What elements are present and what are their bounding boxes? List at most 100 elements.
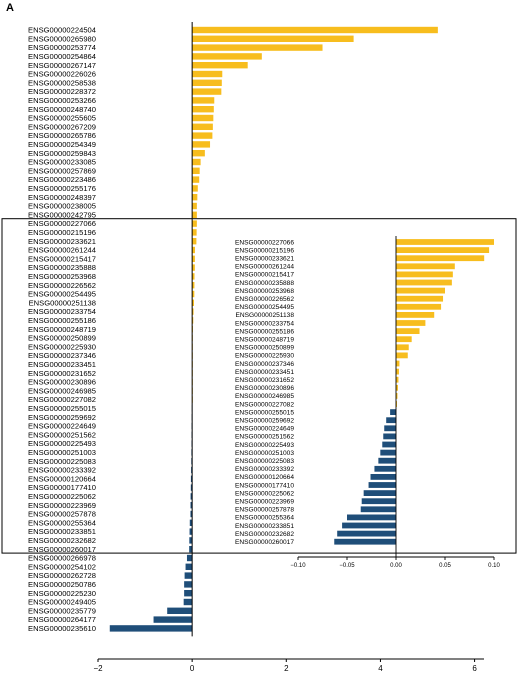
category-label: ENSG00000260017	[28, 545, 96, 554]
bar	[186, 564, 193, 570]
x-tick-label: 4	[378, 664, 383, 673]
bar	[167, 608, 192, 614]
inset-category-label: ENSG00000225930	[235, 353, 294, 360]
inset-bar	[396, 263, 455, 269]
inset-bar	[396, 344, 409, 350]
inset-category-label: ENSG00000223969	[235, 499, 294, 506]
category-label: ENSG00000258538	[28, 78, 96, 87]
inset-bar	[396, 239, 494, 245]
inset-category-label: ENSG00000251003	[235, 450, 294, 457]
inset-bar	[347, 515, 396, 521]
category-label: ENSG00000254349	[28, 140, 96, 149]
inset-bar	[380, 450, 396, 456]
category-label: ENSG00000255176	[28, 184, 96, 193]
inset-bar	[396, 320, 425, 326]
inset-category-label: ENSG00000259692	[235, 418, 294, 425]
category-label: ENSG00000248719	[28, 325, 96, 334]
category-label: ENSG00000254864	[28, 52, 96, 61]
inset-bar	[337, 531, 396, 537]
inset-bar	[378, 458, 396, 464]
category-label: ENSG00000257869	[28, 166, 96, 175]
bar	[184, 599, 192, 605]
category-label: ENSG00000259843	[28, 149, 96, 158]
category-label: ENSG00000233392	[28, 466, 96, 475]
x-tick-label: 6	[472, 664, 477, 673]
inset-bar	[383, 434, 396, 440]
inset-category-label: ENSG00000257878	[235, 507, 294, 514]
category-label: ENSG00000233754	[28, 307, 96, 316]
category-label: ENSG00000233851	[28, 527, 96, 536]
inset-bar	[342, 523, 396, 529]
category-label: ENSG00000226562	[28, 281, 96, 290]
inset-bar	[396, 280, 452, 286]
bar	[192, 141, 210, 147]
category-label: ENSG00000215196	[28, 228, 96, 237]
bar	[192, 132, 212, 138]
inset-bar	[364, 490, 396, 496]
category-label: ENSG00000254495	[28, 290, 96, 299]
category-label: ENSG00000233621	[28, 237, 96, 246]
bar	[192, 185, 198, 191]
inset-category-label: ENSG00000248719	[235, 337, 294, 344]
category-label: ENSG00000230896	[28, 378, 96, 387]
category-label: ENSG00000235779	[28, 606, 96, 615]
inset-category-label: ENSG00000227066	[235, 239, 294, 246]
category-label: ENSG00000225062	[28, 492, 96, 501]
inset-category-label: ENSG00000246985	[235, 393, 294, 400]
inset-category-label: ENSG00000255364	[235, 515, 294, 522]
bar	[192, 124, 213, 130]
category-label: ENSG00000226026	[28, 70, 96, 79]
inset-bar	[396, 328, 420, 334]
bar	[192, 44, 322, 50]
category-label: ENSG00000264177	[28, 615, 96, 624]
category-label: ENSG00000257878	[28, 510, 96, 519]
inset-bar	[384, 425, 396, 431]
inset-bar	[396, 361, 399, 367]
category-label: ENSG00000223486	[28, 175, 96, 184]
category-label: ENSG00000224649	[28, 422, 96, 431]
category-label: ENSG00000231652	[28, 369, 96, 378]
inset-category-label: ENSG00000232682	[235, 531, 294, 538]
category-label: ENSG00000262728	[28, 571, 96, 580]
category-label: ENSG00000237346	[28, 351, 96, 360]
category-label: ENSG00000225930	[28, 342, 96, 351]
inset-category-label: ENSG00000226562	[235, 296, 294, 303]
category-label: ENSG00000255605	[28, 114, 96, 123]
category-label: ENSG00000225083	[28, 457, 96, 466]
inset-bar	[382, 442, 396, 448]
category-label: ENSG00000235610	[28, 624, 96, 633]
inset-x-tick-label: −0.10	[290, 563, 306, 569]
category-label: ENSG00000249405	[28, 598, 96, 607]
inset-bar	[334, 539, 396, 545]
bar	[192, 27, 438, 33]
inset-category-label: ENSG00000233851	[235, 523, 294, 530]
bar	[192, 203, 197, 209]
inset-category-label: ENSG00000177410	[235, 482, 294, 489]
inset-bar	[374, 466, 396, 472]
bar	[192, 62, 248, 68]
inset-category-label: ENSG00000225062	[235, 490, 294, 497]
category-label: ENSG00000238005	[28, 202, 96, 211]
category-label: ENSG00000250786	[28, 580, 96, 589]
category-label: ENSG00000251003	[28, 448, 96, 457]
bar	[192, 88, 221, 94]
category-label: ENSG00000224504	[28, 26, 96, 35]
inset-category-label: ENSG00000251562	[235, 434, 294, 441]
inset-category-label: ENSG00000250899	[235, 345, 294, 352]
category-label: ENSG00000251138	[29, 298, 96, 307]
category-label: ENSG00000223969	[28, 501, 96, 510]
inset-category-label: ENSG00000231652	[235, 377, 294, 384]
inset-category-label: ENSG00000255186	[235, 328, 294, 335]
bar	[192, 36, 353, 42]
category-label: ENSG00000227066	[28, 219, 96, 228]
bar	[192, 212, 197, 218]
bar	[184, 581, 192, 587]
inset-bar	[369, 482, 396, 488]
inset-bar	[371, 474, 396, 480]
category-label: ENSG00000255186	[28, 316, 96, 325]
inset-bar	[396, 288, 445, 294]
category-label: ENSG00000215417	[28, 254, 96, 263]
inset-category-label: ENSG00000260017	[235, 539, 294, 546]
inset-category-label: ENSG00000215196	[235, 247, 294, 254]
inset-bar	[396, 272, 453, 278]
